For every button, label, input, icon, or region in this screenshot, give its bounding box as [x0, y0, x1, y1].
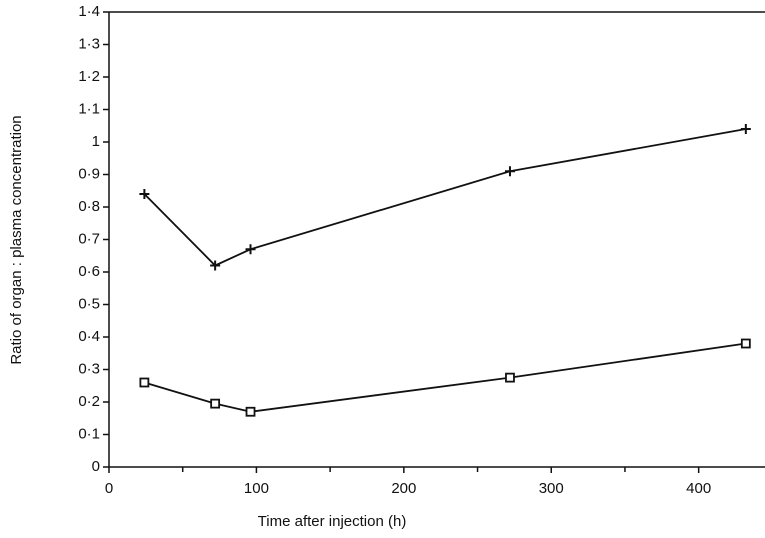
y-tick-label: 0·5 [78, 295, 100, 312]
y-tick-label: 1·1 [78, 100, 100, 117]
y-tick-label: 0·2 [78, 393, 100, 410]
y-tick-label: 1·4 [78, 3, 100, 20]
marker [504, 166, 515, 177]
y-tick-label: 0·3 [78, 360, 100, 377]
marker [139, 377, 150, 388]
x-tick-label: 100 [244, 480, 269, 497]
series-line [143, 128, 746, 267]
x-tick-label: 0 [105, 480, 113, 497]
marker [139, 189, 150, 199]
y-tick-label: 0·4 [78, 328, 100, 345]
y-tick-label: 1 [92, 133, 100, 150]
y-tick-label: 0·8 [78, 198, 100, 215]
marker [245, 406, 256, 417]
series-line [144, 342, 746, 413]
y-tick-label: 0·6 [78, 263, 100, 280]
x-tick-label: 200 [391, 480, 416, 497]
marker [210, 260, 221, 271]
y-tick-label: 0 [92, 458, 100, 475]
x-tick-label: 300 [539, 480, 564, 497]
marker [740, 124, 751, 134]
y-tick-label: 0·9 [78, 165, 100, 182]
x-tick-label: 400 [686, 480, 711, 497]
y-axis-label: Ratio of organ : plasma concentration [8, 115, 25, 364]
x-axis-label: Time after injection (h) [258, 513, 407, 530]
y-tick-label: 0·7 [78, 230, 100, 247]
marker [505, 372, 515, 383]
marker [740, 338, 751, 349]
y-tick-label: 1·2 [78, 68, 100, 85]
y-tick-label: 0·1 [78, 425, 100, 442]
y-tick-label: 1·3 [78, 35, 100, 52]
marker [210, 398, 221, 409]
marker [245, 244, 256, 255]
